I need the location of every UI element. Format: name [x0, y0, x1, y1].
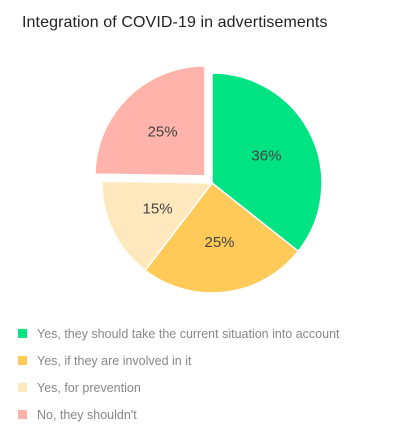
pie-slice [94, 65, 206, 177]
slice-label: 25% [148, 124, 178, 141]
pie-slice [144, 181, 300, 294]
legend-swatch [18, 383, 27, 392]
legend-item: Yes, for prevention [18, 374, 403, 401]
pie-slice [211, 72, 323, 253]
legend-item: Yes, they should take the current situat… [18, 320, 403, 347]
legend-swatch [18, 410, 27, 419]
chart-title: Integration of COVID-19 in advertisement… [22, 14, 328, 31]
slice-label: 25% [204, 234, 234, 251]
chart-legend: Yes, they should take the current situat… [18, 320, 403, 428]
legend-swatch [18, 329, 27, 338]
legend-label: No, they shouldn't [37, 407, 137, 422]
legend-swatch [18, 356, 27, 365]
legend-label: Yes, for prevention [37, 380, 141, 395]
legend-item: Yes, if they are involved in it [18, 347, 403, 374]
pie-slice [101, 180, 214, 272]
pie-chart: 36% 25% 15% 25% [94, 65, 323, 294]
pie-chart-area: 36% 25% 15% 25% [94, 65, 323, 294]
legend-item: No, they shouldn't [18, 401, 403, 428]
legend-label: Yes, if they are involved in it [37, 353, 192, 368]
slice-label: 36% [251, 148, 281, 165]
slice-label: 15% [143, 200, 173, 217]
legend-label: Yes, they should take the current situat… [37, 326, 340, 341]
